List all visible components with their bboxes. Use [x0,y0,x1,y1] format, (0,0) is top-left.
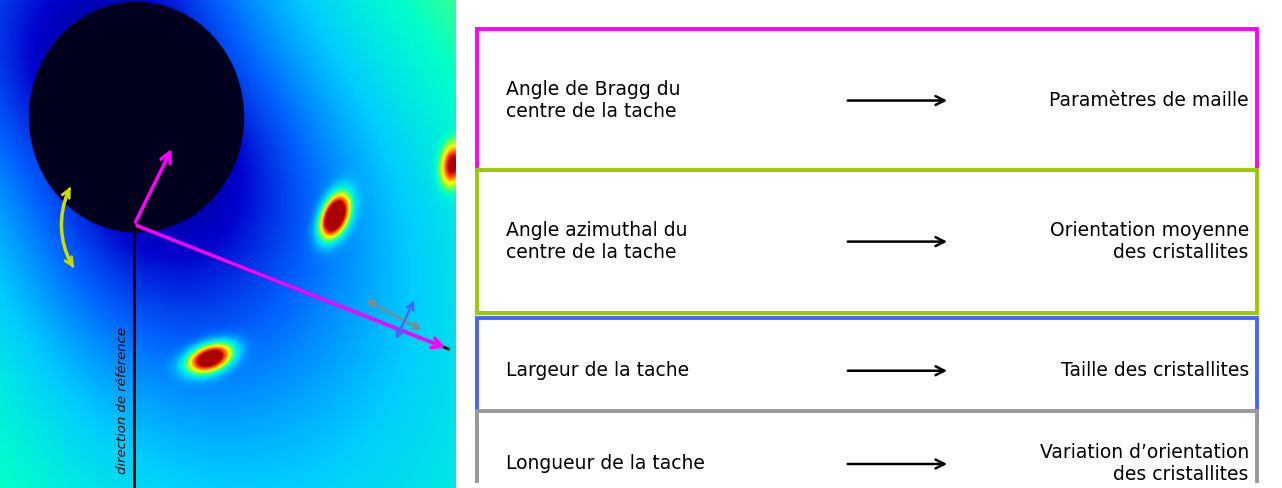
Text: direction de référence: direction de référence [117,326,129,474]
FancyBboxPatch shape [477,318,1256,423]
Text: Angle azimuthal du
centre de la tache: Angle azimuthal du centre de la tache [505,221,687,262]
FancyBboxPatch shape [477,411,1256,488]
Text: Angle de Bragg du
centre de la tache: Angle de Bragg du centre de la tache [505,80,681,121]
Text: Largeur de la tache: Largeur de la tache [505,361,688,380]
Circle shape [29,2,244,232]
Text: Longueur de la tache: Longueur de la tache [505,454,705,473]
Text: Variation d’orientation
des cristallites: Variation d’orientation des cristallites [1040,444,1249,485]
FancyBboxPatch shape [477,29,1256,172]
Text: Taille des cristallites: Taille des cristallites [1060,361,1249,380]
Text: Paramètres de maille: Paramètres de maille [1049,91,1249,110]
FancyBboxPatch shape [477,170,1256,313]
Text: Orientation moyenne
des cristallites: Orientation moyenne des cristallites [1050,221,1249,262]
